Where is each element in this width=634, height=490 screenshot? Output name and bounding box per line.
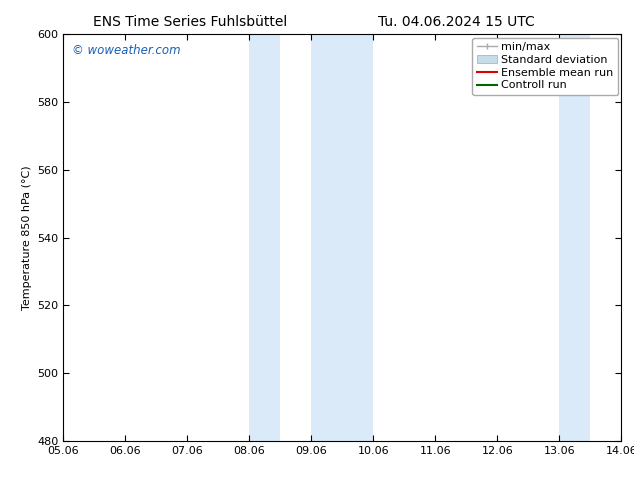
Text: Tu. 04.06.2024 15 UTC: Tu. 04.06.2024 15 UTC xyxy=(378,15,535,29)
Bar xyxy=(559,34,590,441)
Legend: min/max, Standard deviation, Ensemble mean run, Controll run: min/max, Standard deviation, Ensemble me… xyxy=(472,38,618,95)
Text: © woweather.com: © woweather.com xyxy=(72,45,181,57)
Bar xyxy=(249,34,280,441)
Text: ENS Time Series Fuhlsbüttel: ENS Time Series Fuhlsbüttel xyxy=(93,15,287,29)
Bar xyxy=(621,34,634,441)
Y-axis label: Temperature 850 hPa (°C): Temperature 850 hPa (°C) xyxy=(22,165,32,310)
Bar xyxy=(311,34,373,441)
